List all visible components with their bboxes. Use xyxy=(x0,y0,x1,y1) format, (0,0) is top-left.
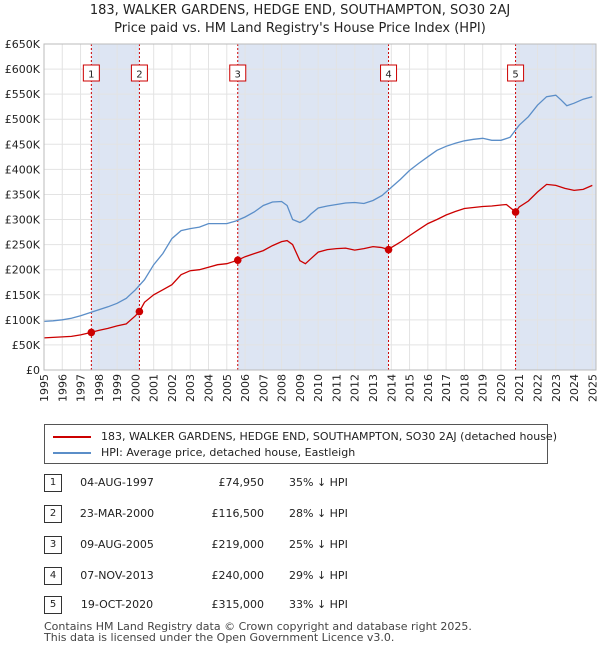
footer-copyright: Contains HM Land Registry data © Crown c… xyxy=(44,620,472,633)
x-tick-label: 2025 xyxy=(586,374,599,402)
x-tick-label: 2014 xyxy=(385,374,398,402)
x-tick-label: 2001 xyxy=(148,374,161,402)
footer-licence: This data is licensed under the Open Gov… xyxy=(44,631,395,644)
x-tick-label: 2012 xyxy=(349,374,362,402)
y-tick-label: £500K xyxy=(5,113,41,126)
y-tick-label: £0 xyxy=(26,364,40,377)
sale-hpi-diff: 25% ↓ HPI xyxy=(289,538,348,551)
x-tick-label: 2017 xyxy=(440,374,453,402)
table-row: 3 09-AUG-2005 £219,000 25% ↓ HPI xyxy=(44,536,464,554)
sale-date: 23-MAR-2000 xyxy=(79,507,155,520)
sale-price: £219,000 xyxy=(211,538,265,551)
x-tick-label: 1998 xyxy=(93,374,106,402)
sale-point xyxy=(233,256,242,264)
sale-date: 04-AUG-1997 xyxy=(80,476,154,489)
sale-date: 09-AUG-2005 xyxy=(80,538,154,551)
x-tick-label: 2020 xyxy=(495,374,508,402)
sale-hpi-diff: 28% ↓ HPI xyxy=(289,507,348,520)
sale-marker-box xyxy=(130,64,148,82)
y-tick-label: £450K xyxy=(5,138,41,151)
sale-marker-number: 1 xyxy=(88,70,94,81)
table-row: 5 19-OCT-2020 £315,000 33% ↓ HPI xyxy=(44,596,464,614)
sale-number: 3 xyxy=(44,536,62,554)
x-tick-label: 2005 xyxy=(221,374,234,402)
sale-marker-number: 4 xyxy=(385,70,391,81)
legend-hpi-label: HPI: Average price, detached house, East… xyxy=(101,446,356,459)
x-tick-label: 2013 xyxy=(367,374,380,402)
sale-hpi-diff: 33% ↓ HPI xyxy=(289,598,348,611)
sale-marker-box xyxy=(380,64,398,82)
sale-marker-number: 5 xyxy=(512,70,518,81)
ownership-band xyxy=(91,44,140,370)
table-row: 1 04-AUG-1997 £74,950 35% ↓ HPI xyxy=(44,474,464,492)
x-tick-label: 2010 xyxy=(312,374,325,402)
x-tick-label: 2024 xyxy=(568,374,581,402)
x-tick-label: 1996 xyxy=(56,374,69,402)
x-tick-label: 2000 xyxy=(129,374,142,402)
y-tick-label: £50K xyxy=(12,339,41,352)
table-row: 2 23-MAR-2000 £116,500 28% ↓ HPI xyxy=(44,505,464,523)
sale-point xyxy=(87,328,96,337)
chart-title: 183, WALKER GARDENS, HEDGE END, SOUTHAMP… xyxy=(89,3,511,18)
sale-number: 5 xyxy=(44,596,62,614)
x-tick-label: 2018 xyxy=(458,374,471,402)
x-tick-label: 2023 xyxy=(550,374,563,402)
legend: 183, WALKER GARDENS, HEDGE END, SOUTHAMP… xyxy=(44,424,557,464)
y-tick-label: £100K xyxy=(5,314,41,327)
sale-price: £240,000 xyxy=(211,569,265,582)
x-tick-label: 2021 xyxy=(513,374,526,402)
sale-point xyxy=(135,307,144,316)
plot-border xyxy=(43,43,597,371)
y-tick-label: £200K xyxy=(5,264,41,277)
sale-marker-box xyxy=(507,64,525,82)
x-tick-label: 2019 xyxy=(477,374,490,402)
y-tick-label: £400K xyxy=(5,163,41,176)
sale-marker-number: 2 xyxy=(136,70,142,81)
x-tick-label: 2011 xyxy=(330,374,343,402)
x-tick-label: 1995 xyxy=(38,374,51,402)
sale-date: 07-NOV-2013 xyxy=(80,569,154,582)
sale-price: £315,000 xyxy=(211,598,265,611)
sale-price: £74,950 xyxy=(218,476,265,489)
x-tick-label: 2008 xyxy=(276,374,289,402)
y-tick-label: £600K xyxy=(5,63,41,76)
x-tick-label: 2006 xyxy=(239,374,252,402)
sale-date: 19-OCT-2020 xyxy=(80,598,154,611)
sale-marker-box xyxy=(229,64,247,82)
y-tick-label: £550K xyxy=(5,88,41,101)
x-tick-label: 2003 xyxy=(184,374,197,402)
y-tick-label: £300K xyxy=(5,214,41,227)
x-tick-label: 2015 xyxy=(404,374,417,402)
y-tick-label: £650K xyxy=(5,38,41,51)
sale-price: £116,500 xyxy=(211,507,265,520)
x-tick-label: 2022 xyxy=(532,374,545,402)
x-tick-label: 2004 xyxy=(203,374,216,402)
sale-marker-number: 3 xyxy=(235,70,241,81)
table-row: 4 07-NOV-2013 £240,000 29% ↓ HPI xyxy=(44,567,464,585)
x-tick-label: 2007 xyxy=(257,374,270,402)
price-chart: 1 2 3 4 5 £0 £50K £100K £150K £200K £250K £300K £350… xyxy=(5,38,600,402)
y-tick-label: £350K xyxy=(5,188,41,201)
sale-marker-box xyxy=(82,64,100,82)
sale-point xyxy=(511,208,520,216)
chart-subtitle: Price paid vs. HM Land Registry's House … xyxy=(114,21,486,36)
hpi-line xyxy=(43,94,593,323)
y-tick-label: £150K xyxy=(5,289,41,302)
legend-price-swatch xyxy=(53,436,91,438)
sale-number: 2 xyxy=(44,505,62,523)
x-tick-label: 2009 xyxy=(294,374,307,402)
x-tick-label: 2016 xyxy=(422,374,435,402)
x-tick-label: 1997 xyxy=(75,374,88,402)
y-tick-label: £250K xyxy=(5,239,41,252)
sale-hpi-diff: 35% ↓ HPI xyxy=(289,476,348,489)
sale-number: 1 xyxy=(44,474,62,492)
x-tick-label: 1999 xyxy=(111,374,124,402)
legend-price-label: 183, WALKER GARDENS, HEDGE END, SOUTHAMP… xyxy=(101,430,557,443)
x-tick-label: 2002 xyxy=(166,374,179,402)
sale-point xyxy=(384,245,393,254)
sale-hpi-diff: 29% ↓ HPI xyxy=(289,569,348,582)
legend-hpi-swatch xyxy=(53,452,91,454)
sale-number: 4 xyxy=(44,567,62,585)
